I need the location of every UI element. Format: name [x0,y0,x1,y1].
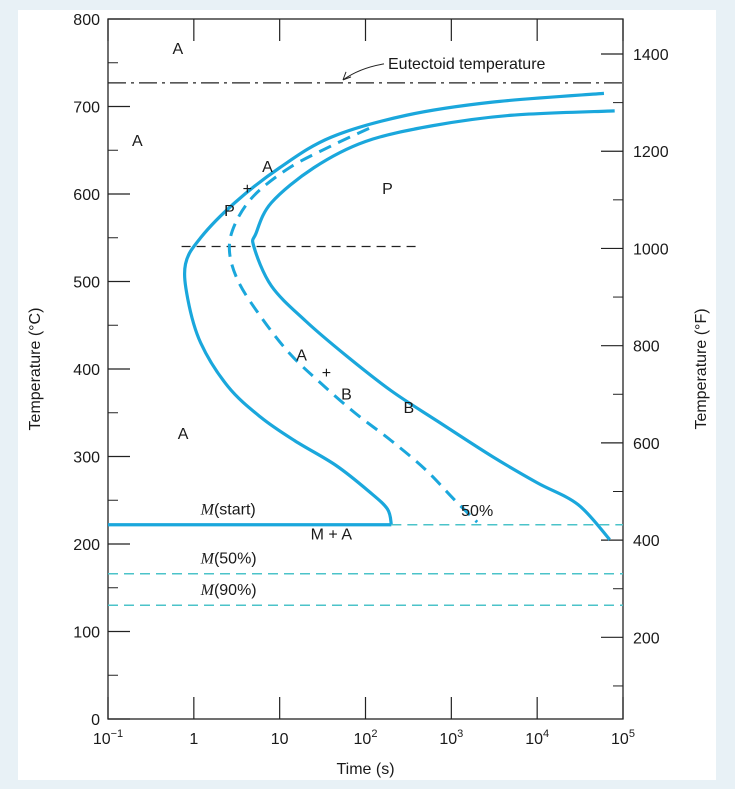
y-tick-label-right: 1000 [633,241,669,258]
region-label: A [132,133,143,150]
y-tick-label-left: 300 [73,450,100,467]
region-label: B [341,387,352,404]
y-tick-label-left: 0 [91,712,100,729]
y-tick-label-right: 600 [633,436,660,453]
x-tick-label: 1 [189,731,198,748]
martensite-label: M(90%) [200,582,257,599]
region-label: A [178,426,189,443]
x-tick-label: 104 [525,728,549,748]
y-tick-label-left: 400 [73,362,100,379]
region-label: M + A [311,527,353,544]
y-tick-label-right: 1200 [633,144,669,161]
x-tick-label: 102 [354,728,378,748]
x-tick-label: 10 [271,731,289,748]
x-tick-label: 10−1 [93,728,123,748]
region-label: A [296,347,307,364]
y-tick-label-left: 600 [73,187,100,204]
y-tick-label-left: 200 [73,537,100,554]
eutectoid-label: Eutectoid temperature [388,56,546,73]
y-axis-title-right: Temperature (°F) [693,308,710,429]
x-tick-label: 105 [611,728,635,748]
x-axis-title: Time (s) [336,761,394,778]
region-label: 50% [461,503,493,520]
region-label: A [172,41,183,58]
region-label: + [243,181,252,198]
y-tick-label-left: 100 [73,625,100,642]
y-tick-label-right: 800 [633,339,660,356]
y-tick-label-left: 500 [73,275,100,292]
y-tick-label-right: 1400 [633,47,669,64]
region-label: B [404,400,415,417]
y-tick-label-right: 400 [633,533,660,550]
series-start-line [183,91,605,526]
series-50--line [227,127,479,524]
series-finish-line [251,109,615,541]
region-label: A [262,159,273,176]
y-tick-label-right: 200 [633,630,660,647]
chart-panel [18,10,716,780]
y-axis-title-left: Temperature (°C) [27,308,44,431]
martensite-label: M(start) [200,501,256,518]
y-tick-label-left: 800 [73,12,100,29]
region-label: + [322,365,331,382]
eutectoid-arrow [342,63,385,81]
y-tick-label-left: 700 [73,100,100,117]
region-label: P [224,203,235,220]
eutectoid-arrowhead [342,71,352,81]
region-label: P [382,181,393,198]
x-tick-label: 103 [439,728,463,748]
martensite-label: M(50%) [200,550,257,567]
